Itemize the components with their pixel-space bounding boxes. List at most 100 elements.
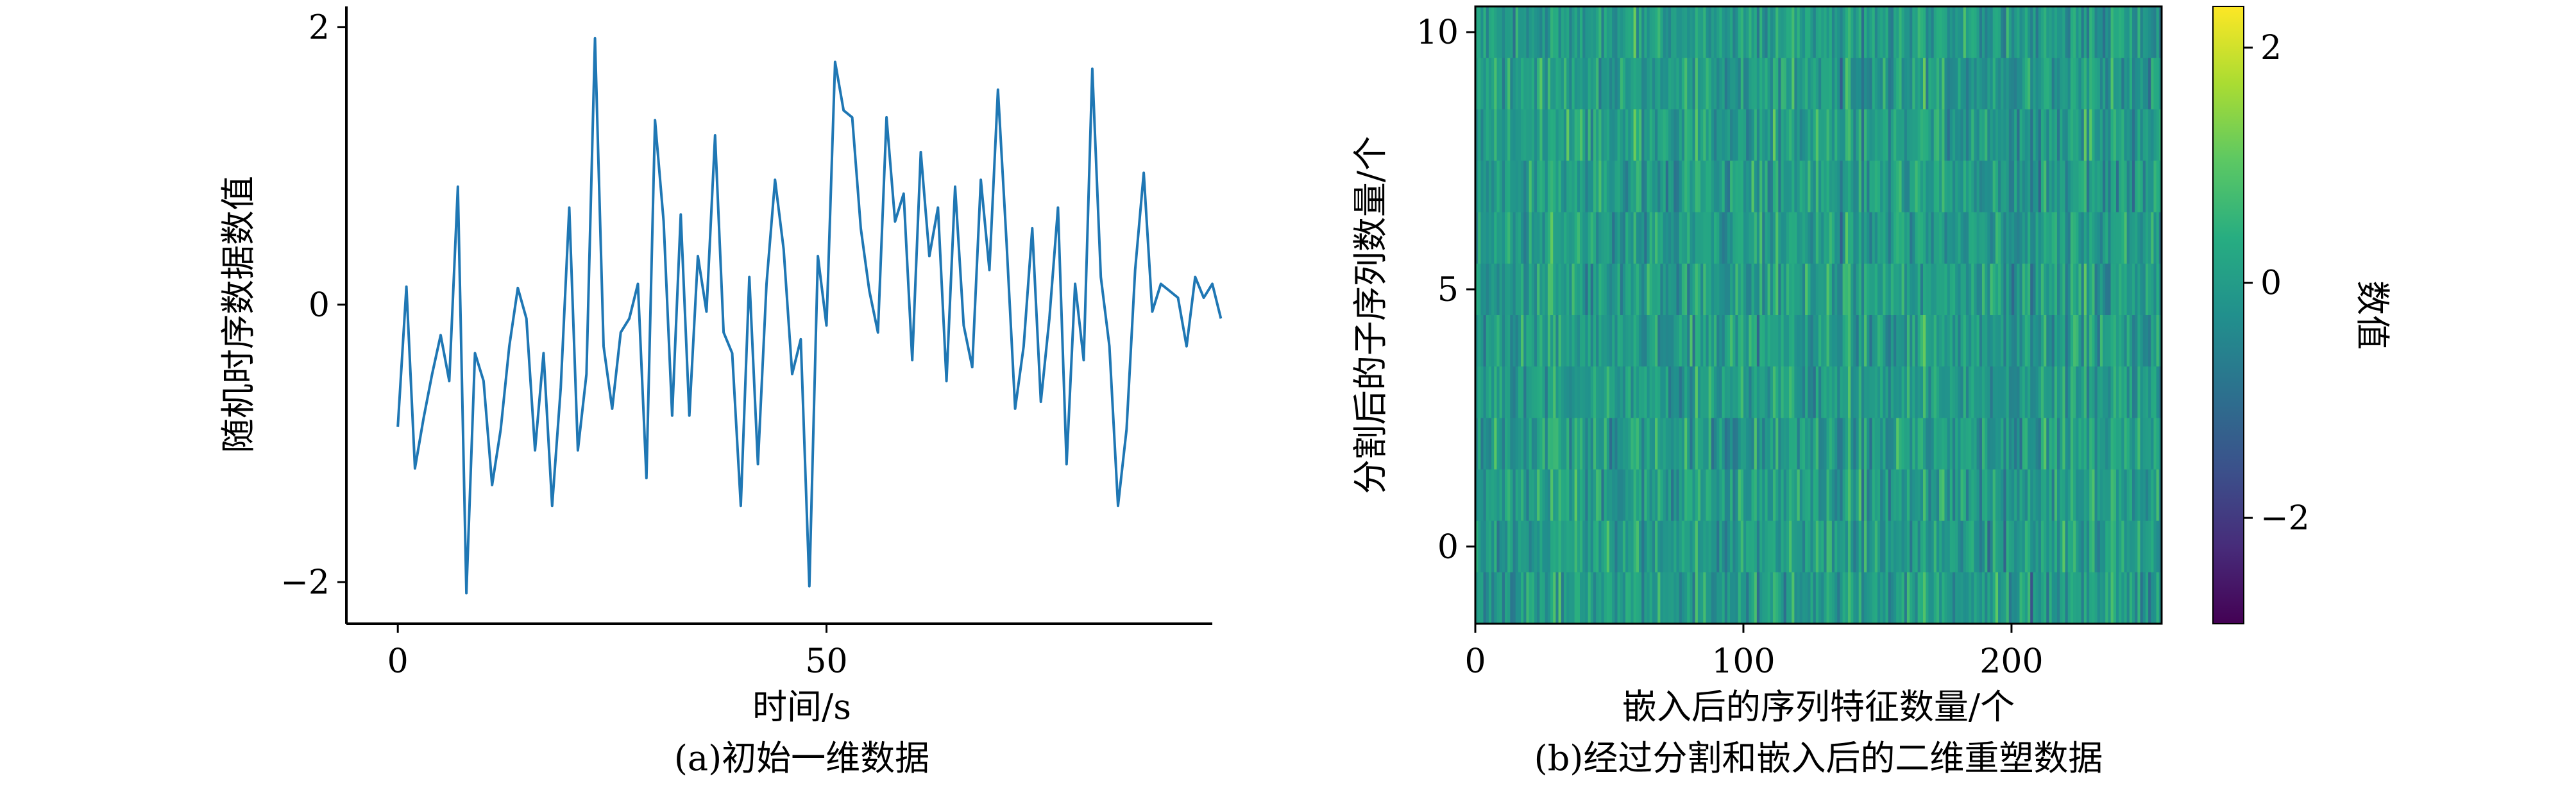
heatmap-cell [1990,418,1994,470]
heatmap-cell [2121,520,2125,573]
heatmap-cell [1663,263,1666,316]
heatmap-cell [1783,315,1787,367]
heatmap-cell [1569,263,1573,316]
heatmap-cell [2151,366,2155,418]
heatmap-cell [1829,6,1833,58]
heatmap-cell [1604,520,1607,573]
heatmap-cell [1502,212,1505,264]
heatmap-cell [1958,58,1962,110]
heatmap-cell [2089,366,2092,418]
heatmap-cell [1526,469,1530,522]
heatmap-cell [1638,58,1642,110]
heatmap-cell [1620,263,1623,316]
heatmap-cell [2065,418,2069,470]
heatmap-cell [2001,160,2004,213]
heatmap-cell [1638,418,1642,470]
heatmap-cell [1665,366,1669,418]
heatmap-cell [1920,418,1924,470]
heatmap-cell [1601,469,1605,522]
heatmap-cell [1960,6,1964,58]
heatmap-cell [1529,315,1532,367]
heatmap-cell [1802,572,1806,624]
heatmap-cell [1995,109,1999,162]
heatmap-cell [1998,572,2001,624]
heatmap-cell [1727,418,1731,470]
heatmap-cell [2038,58,2042,110]
heatmap-cell [2019,58,2023,110]
heatmap-cell [1491,572,1495,624]
heatmap-cell [2145,572,2149,624]
heatmap-cell [1949,58,1953,110]
heatmap-cell [1872,418,1876,470]
heatmap-cell [2148,469,2151,522]
heatmap-cell [1631,212,1634,264]
heatmap-cell [1958,160,1962,213]
heatmap-cell [1513,572,1516,624]
heatmap-cell [1622,469,1626,522]
heatmap-cell [2044,418,2047,470]
heatmap-cell [1631,469,1634,522]
heatmap-cell [1936,109,1940,162]
heatmap-cell [2028,315,2031,367]
heatmap-cell [1708,572,1712,624]
heatmap-cell [2062,366,2066,418]
heatmap-cell [2035,109,2039,162]
heatmap-cell [1620,366,1623,418]
heatmap-cell [1837,366,1841,418]
heatmap-cell [2137,263,2141,316]
heatmap-cell [2121,58,2125,110]
heatmap-cell [1475,315,1479,367]
heatmap-cell [1657,469,1661,522]
heatmap-cell [1488,366,1492,418]
heatmap-cell [1851,6,1854,58]
heatmap-cell [2094,263,2098,316]
heatmap-cell [1821,263,1824,316]
heatmap-cell [2001,109,2004,162]
heatmap-cell [1767,212,1771,264]
heatmap-cell [2060,6,2063,58]
heatmap-cell [2153,6,2157,58]
heatmap-cell [1756,160,1760,213]
heatmap-cell [1537,58,1540,110]
heatmap-cell [1928,315,1932,367]
heatmap-cell [1738,572,1741,624]
heatmap-cell [2019,520,2023,573]
heatmap-cell [2156,160,2160,213]
heatmap-cell [2103,6,2106,58]
heatmap-cell [1740,58,1744,110]
heatmap-cell [2078,6,2082,58]
heatmap-cell [2040,469,2044,522]
heatmap-cell [1655,366,1658,418]
heatmap-cell [1638,212,1642,264]
heatmap-cell [1770,6,1774,58]
heatmap-cell [1829,212,1833,264]
heatmap-cell [1660,109,1664,162]
heatmap-cell [1537,469,1540,522]
heatmap-cell [2054,263,2058,316]
heatmap-cell [1703,469,1707,522]
heatmap-cell [2092,58,2096,110]
heatmap-cell [1582,6,1586,58]
heatmap-cell [1931,366,1935,418]
heatmap-cell [2078,469,2082,522]
heatmap-cell [2099,160,2103,213]
heatmap-cell [2083,212,2087,264]
heatmap-cell [1890,572,1894,624]
heatmap-cell [2115,572,2119,624]
heatmap-cell [1824,58,1827,110]
heatmap-cell [2094,315,2098,367]
heatmap-cell [2148,418,2151,470]
heatmap-cell [1588,58,1591,110]
heatmap-cell [1633,520,1637,573]
heatmap-cell [1711,58,1715,110]
heatmap-cell [1660,6,1664,58]
heatmap-cell [1598,263,1602,316]
heatmap-cell [1754,212,1758,264]
heatmap-cell [1585,58,1589,110]
heatmap-cell [1652,58,1656,110]
heatmap-cell [2024,366,2028,418]
heatmap-cell [1711,263,1715,316]
heatmap-cell [1733,418,1736,470]
heatmap-cell [2054,109,2058,162]
heatmap-cell [2006,58,2010,110]
